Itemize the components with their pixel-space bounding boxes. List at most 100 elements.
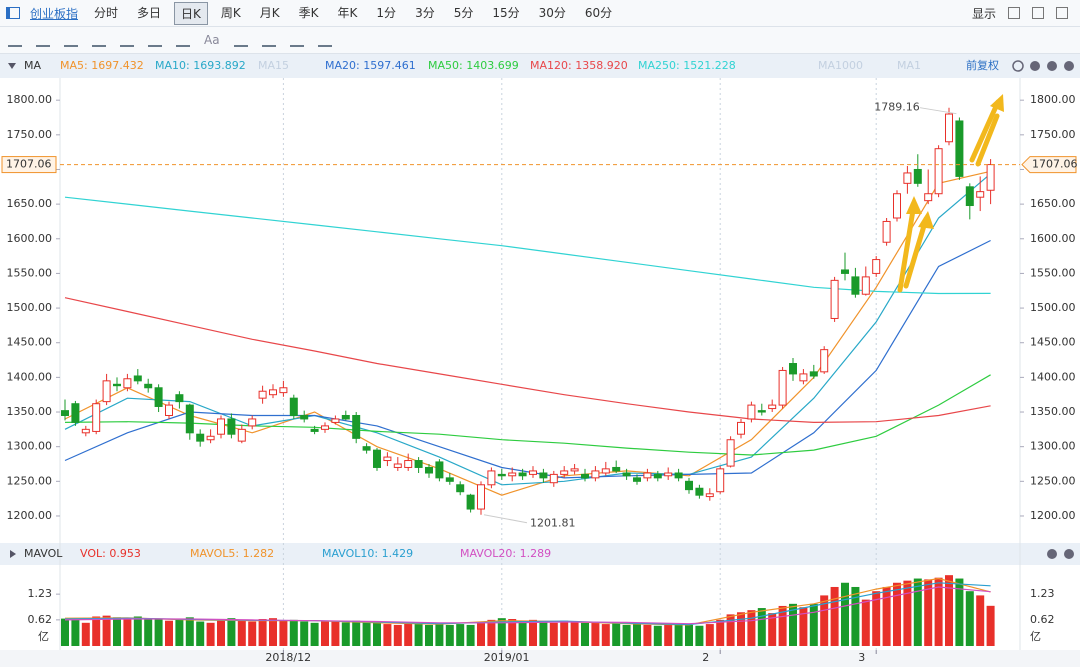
volume-bar [196, 621, 205, 646]
sidebar-toggle[interactable] [6, 7, 20, 19]
volume-bar [768, 613, 777, 646]
reset-icon[interactable] [1012, 60, 1024, 72]
add-icon[interactable] [1030, 61, 1040, 71]
volume-bar [133, 616, 142, 646]
volume-bar [591, 622, 600, 646]
candle-body [820, 349, 829, 373]
candle-body [331, 418, 340, 423]
candle-body [716, 468, 725, 493]
volume-bar [289, 619, 298, 646]
y-tick-label: 1750.00 [1030, 128, 1076, 141]
text-tool[interactable]: Aa [204, 33, 220, 47]
legend-entry: MAVOL5: 1.282 [190, 547, 274, 560]
candle-body [965, 186, 974, 207]
candle-body [789, 363, 797, 375]
volume-bar [341, 622, 350, 646]
y-tick-label: 1350.00 [7, 405, 53, 418]
tool-icon[interactable] [120, 33, 134, 47]
volume-bar [258, 619, 267, 646]
checkbox[interactable] [1008, 7, 1020, 19]
period-button[interactable]: 5分 [453, 5, 474, 20]
tool-icon[interactable] [148, 33, 162, 47]
y-tick-label: 1550.00 [1030, 266, 1076, 279]
period-button[interactable]: 分时 [94, 5, 119, 20]
period-button[interactable]: 日K [174, 1, 208, 25]
volume-bar [123, 618, 132, 646]
period-button[interactable]: 30分 [538, 5, 566, 20]
volume-bar [757, 608, 766, 646]
candle-body [456, 484, 465, 493]
collapse-icon[interactable] [8, 63, 16, 69]
candle-body [196, 433, 205, 442]
candle-body [206, 435, 215, 441]
display-menu[interactable]: 显示 [971, 6, 996, 21]
volume-bar [560, 620, 569, 646]
y-tick-label: 1600.00 [7, 232, 53, 245]
candle-body [778, 369, 787, 406]
volume-bar [237, 619, 246, 646]
period-button[interactable]: 3分 [415, 5, 435, 20]
period-button[interactable]: 1分 [376, 5, 397, 20]
checkbox[interactable] [1032, 7, 1044, 19]
vol-tick-label: 1.23 [1030, 587, 1055, 600]
volume-bar [861, 599, 870, 646]
candle-body [165, 404, 173, 416]
legend-entry: MA5: 1697.432 [60, 59, 144, 72]
period-button[interactable]: 季K [298, 5, 319, 20]
collapse-icon[interactable] [10, 550, 16, 558]
volume-bar [955, 578, 964, 646]
candle-body [404, 460, 413, 468]
tool-icon[interactable] [8, 33, 22, 47]
volume-bar [653, 625, 662, 646]
close-icon[interactable] [1047, 549, 1057, 559]
x-tick-label: 3 [858, 651, 865, 664]
volume-bar [633, 624, 641, 646]
candle-body [924, 193, 933, 202]
candle-body [549, 473, 558, 484]
legend-entry: MAVOL20: 1.289 [460, 547, 551, 560]
volume-bar [549, 622, 558, 646]
candle-body [310, 428, 319, 432]
candle-body [508, 472, 517, 477]
candle-body [830, 279, 839, 319]
close-icon[interactable] [1064, 61, 1074, 71]
period-button[interactable]: 年K [337, 5, 358, 20]
period-button[interactable]: 60分 [584, 5, 613, 20]
tool-icon[interactable] [261, 33, 276, 47]
tool-icon[interactable] [92, 33, 106, 47]
tool-icon[interactable] [176, 33, 190, 47]
volume-bar [518, 620, 527, 646]
tool-icon[interactable] [289, 33, 304, 47]
candle-body [81, 428, 90, 434]
period-button[interactable]: 多日 [137, 5, 162, 20]
volume-bar [61, 618, 69, 646]
tool-icon[interactable] [64, 33, 78, 47]
remove-icon[interactable] [1047, 61, 1057, 71]
tool-icon[interactable] [36, 33, 50, 47]
volume-bar [986, 605, 995, 646]
volume-bar [965, 591, 974, 646]
candle-body [685, 480, 693, 491]
period-button[interactable]: 月K [259, 5, 280, 20]
candle-body [373, 449, 381, 468]
tool-icon[interactable] [233, 33, 248, 47]
period-button[interactable]: 15分 [492, 5, 520, 20]
candle-body [893, 193, 901, 219]
y-tick-label: 1650.00 [1030, 197, 1076, 210]
volume-bar [81, 622, 90, 646]
candle-body [185, 404, 194, 434]
candle-body [248, 418, 257, 427]
volume-bar [185, 617, 194, 646]
candle-body [393, 463, 402, 468]
period-button[interactable]: 周K [220, 5, 241, 20]
volume-bar [310, 622, 319, 646]
volume-bar [456, 624, 465, 646]
settings-icon[interactable] [1064, 549, 1074, 559]
y-tick-label: 1400.00 [1030, 370, 1076, 383]
tool-icon[interactable] [317, 33, 332, 47]
index-name[interactable]: 创业板指 [30, 6, 79, 21]
checkbox[interactable] [1056, 7, 1068, 19]
volume-bar [321, 621, 329, 646]
adjust-menu[interactable]: 前复权 [966, 58, 999, 72]
vol-label: VOL: 0.953 [80, 547, 141, 560]
